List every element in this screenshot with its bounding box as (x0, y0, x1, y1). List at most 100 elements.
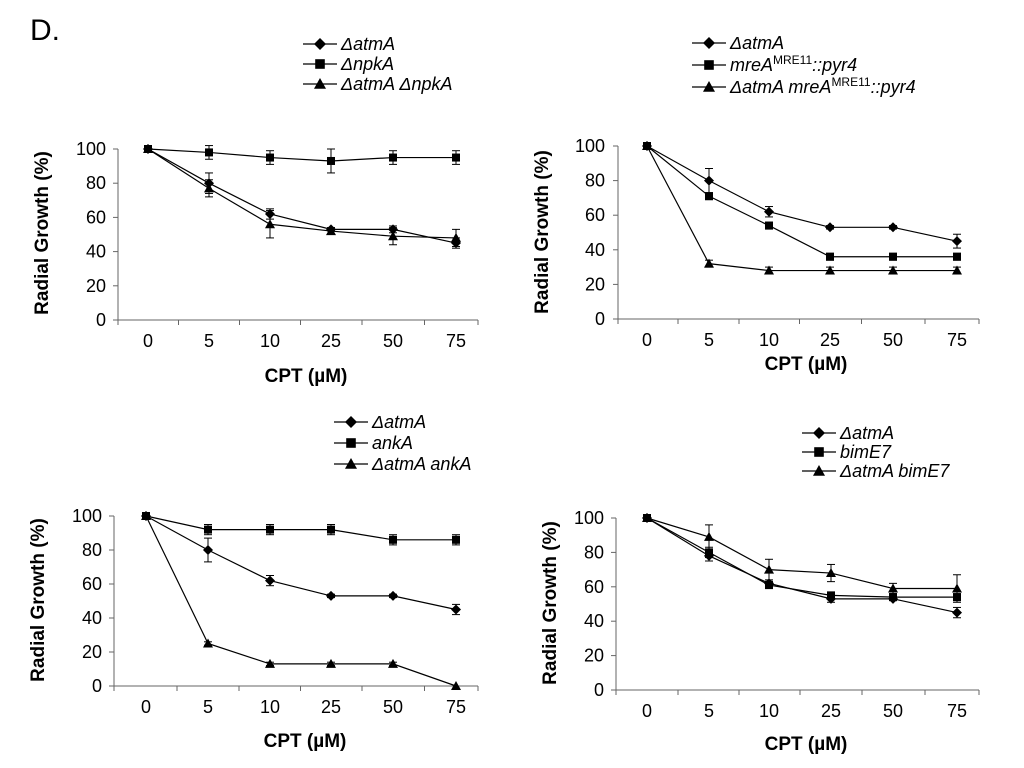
data-point-square (889, 593, 897, 602)
series-2 (643, 142, 961, 261)
data-point-triangle (826, 568, 836, 578)
legend-item: ΔatmA ankA (334, 454, 471, 474)
x-tick-label: 50 (883, 701, 903, 721)
data-point-triangle (704, 258, 714, 268)
series-line (147, 148, 456, 162)
series-line (145, 515, 457, 611)
data-point-triangle (642, 513, 652, 522)
x-axis-label: CPT (µM) (265, 366, 348, 387)
data-point-diamond (388, 590, 398, 601)
data-point-square (452, 535, 460, 544)
series-line (646, 517, 957, 590)
data-point-triangle (388, 658, 398, 668)
y-tick-label: 0 (96, 310, 106, 330)
x-tick-label: 5 (203, 697, 213, 717)
data-point-diamond (326, 590, 336, 601)
y-tick-label: 80 (86, 173, 106, 193)
data-point-triangle (388, 231, 398, 241)
series-1 (642, 141, 962, 249)
x-tick-label: 75 (947, 330, 967, 350)
data-point-square (266, 153, 274, 162)
data-point-triangle (764, 265, 774, 275)
data-point-square (205, 148, 213, 157)
x-tick-label: 50 (883, 330, 903, 350)
x-tick-label: 25 (820, 330, 840, 350)
data-point-square (765, 581, 773, 590)
x-tick-label: 10 (759, 330, 779, 350)
data-point-square (705, 548, 713, 557)
y-tick-label: 20 (82, 642, 102, 662)
series-1 (642, 513, 962, 619)
y-tick-label: 20 (86, 276, 106, 296)
series-3 (141, 511, 461, 690)
x-axis-label: CPT (µM) (264, 731, 347, 752)
data-point-square (452, 153, 460, 162)
series-2 (144, 145, 460, 174)
legend-marker-triangle (813, 465, 825, 476)
series-1 (141, 511, 461, 616)
data-point-diamond (825, 222, 835, 233)
data-point-triangle (764, 564, 774, 574)
data-point-triangle (451, 232, 461, 242)
legend-label: ΔatmA (839, 423, 894, 443)
x-tick-label: 0 (141, 697, 151, 717)
x-tick-label: 25 (321, 331, 341, 351)
series-3 (143, 144, 461, 247)
data-point-triangle (451, 681, 461, 690)
y-tick-label: 40 (86, 242, 106, 262)
legend-marker-diamond (703, 37, 715, 49)
legend-item: ΔnpkA (303, 54, 394, 74)
legend-item: ΔatmA (802, 423, 894, 443)
legend-label: mreAMRE11::pyr4 (730, 53, 857, 75)
data-point-diamond (764, 206, 774, 217)
series-line (147, 148, 457, 244)
data-point-diamond (451, 604, 461, 615)
x-tick-label: 50 (383, 331, 403, 351)
data-point-triangle (265, 658, 275, 668)
series-line (646, 145, 957, 272)
y-tick-label: 100 (76, 139, 106, 159)
y-tick-label: 20 (584, 646, 604, 666)
legend-label: ΔatmA ΔnpkA (340, 74, 453, 94)
data-point-triangle (326, 226, 336, 236)
legend-item: ΔatmA mreAMRE11::pyr4 (692, 75, 916, 97)
series-line (145, 515, 457, 687)
legend-item: ΔatmA (303, 34, 395, 54)
data-point-triangle (265, 219, 275, 229)
legend-marker-triangle (314, 78, 326, 89)
data-point-square (705, 192, 713, 201)
x-tick-label: 75 (947, 701, 967, 721)
x-tick-label: 25 (821, 701, 841, 721)
chart-panel-2: 0 20 40 60 80 100 0 5 10 25 50 75 CPT (µM) Radial Gro… (532, 33, 980, 375)
chart-panel-4: 0 20 40 60 80 100 0 5 10 25 50 75 CPT (µM) Radial Gro… (540, 423, 980, 755)
y-axis-label: Radial Growth (%) (28, 518, 49, 682)
data-point-square (204, 525, 212, 534)
legend-label: ΔatmA (340, 34, 395, 54)
data-point-triangle (143, 144, 153, 153)
legend-marker-square (814, 447, 824, 457)
legend-item: ΔatmA ΔnpkA (303, 74, 453, 94)
legend-marker-square (315, 59, 325, 69)
x-tick-label: 0 (143, 331, 153, 351)
data-point-triangle (704, 531, 714, 541)
y-tick-label: 60 (82, 574, 102, 594)
legend-marker-diamond (813, 427, 825, 439)
x-axis-label: CPT (µM) (765, 354, 848, 375)
data-point-square (827, 591, 835, 600)
data-point-triangle (203, 638, 213, 648)
y-tick-label: 60 (585, 205, 605, 225)
legend-label: ΔatmA (371, 412, 426, 432)
data-point-square (826, 252, 834, 261)
y-axis-label: Radial Growth (%) (540, 521, 561, 685)
legend-label: ankA (372, 433, 413, 453)
series-3 (642, 141, 962, 275)
y-tick-label: 20 (585, 274, 605, 294)
panel-label: D. (30, 14, 60, 47)
y-axis-label: Radial Growth (%) (32, 151, 53, 315)
y-tick-label: 100 (574, 508, 604, 528)
series-line (646, 517, 958, 614)
